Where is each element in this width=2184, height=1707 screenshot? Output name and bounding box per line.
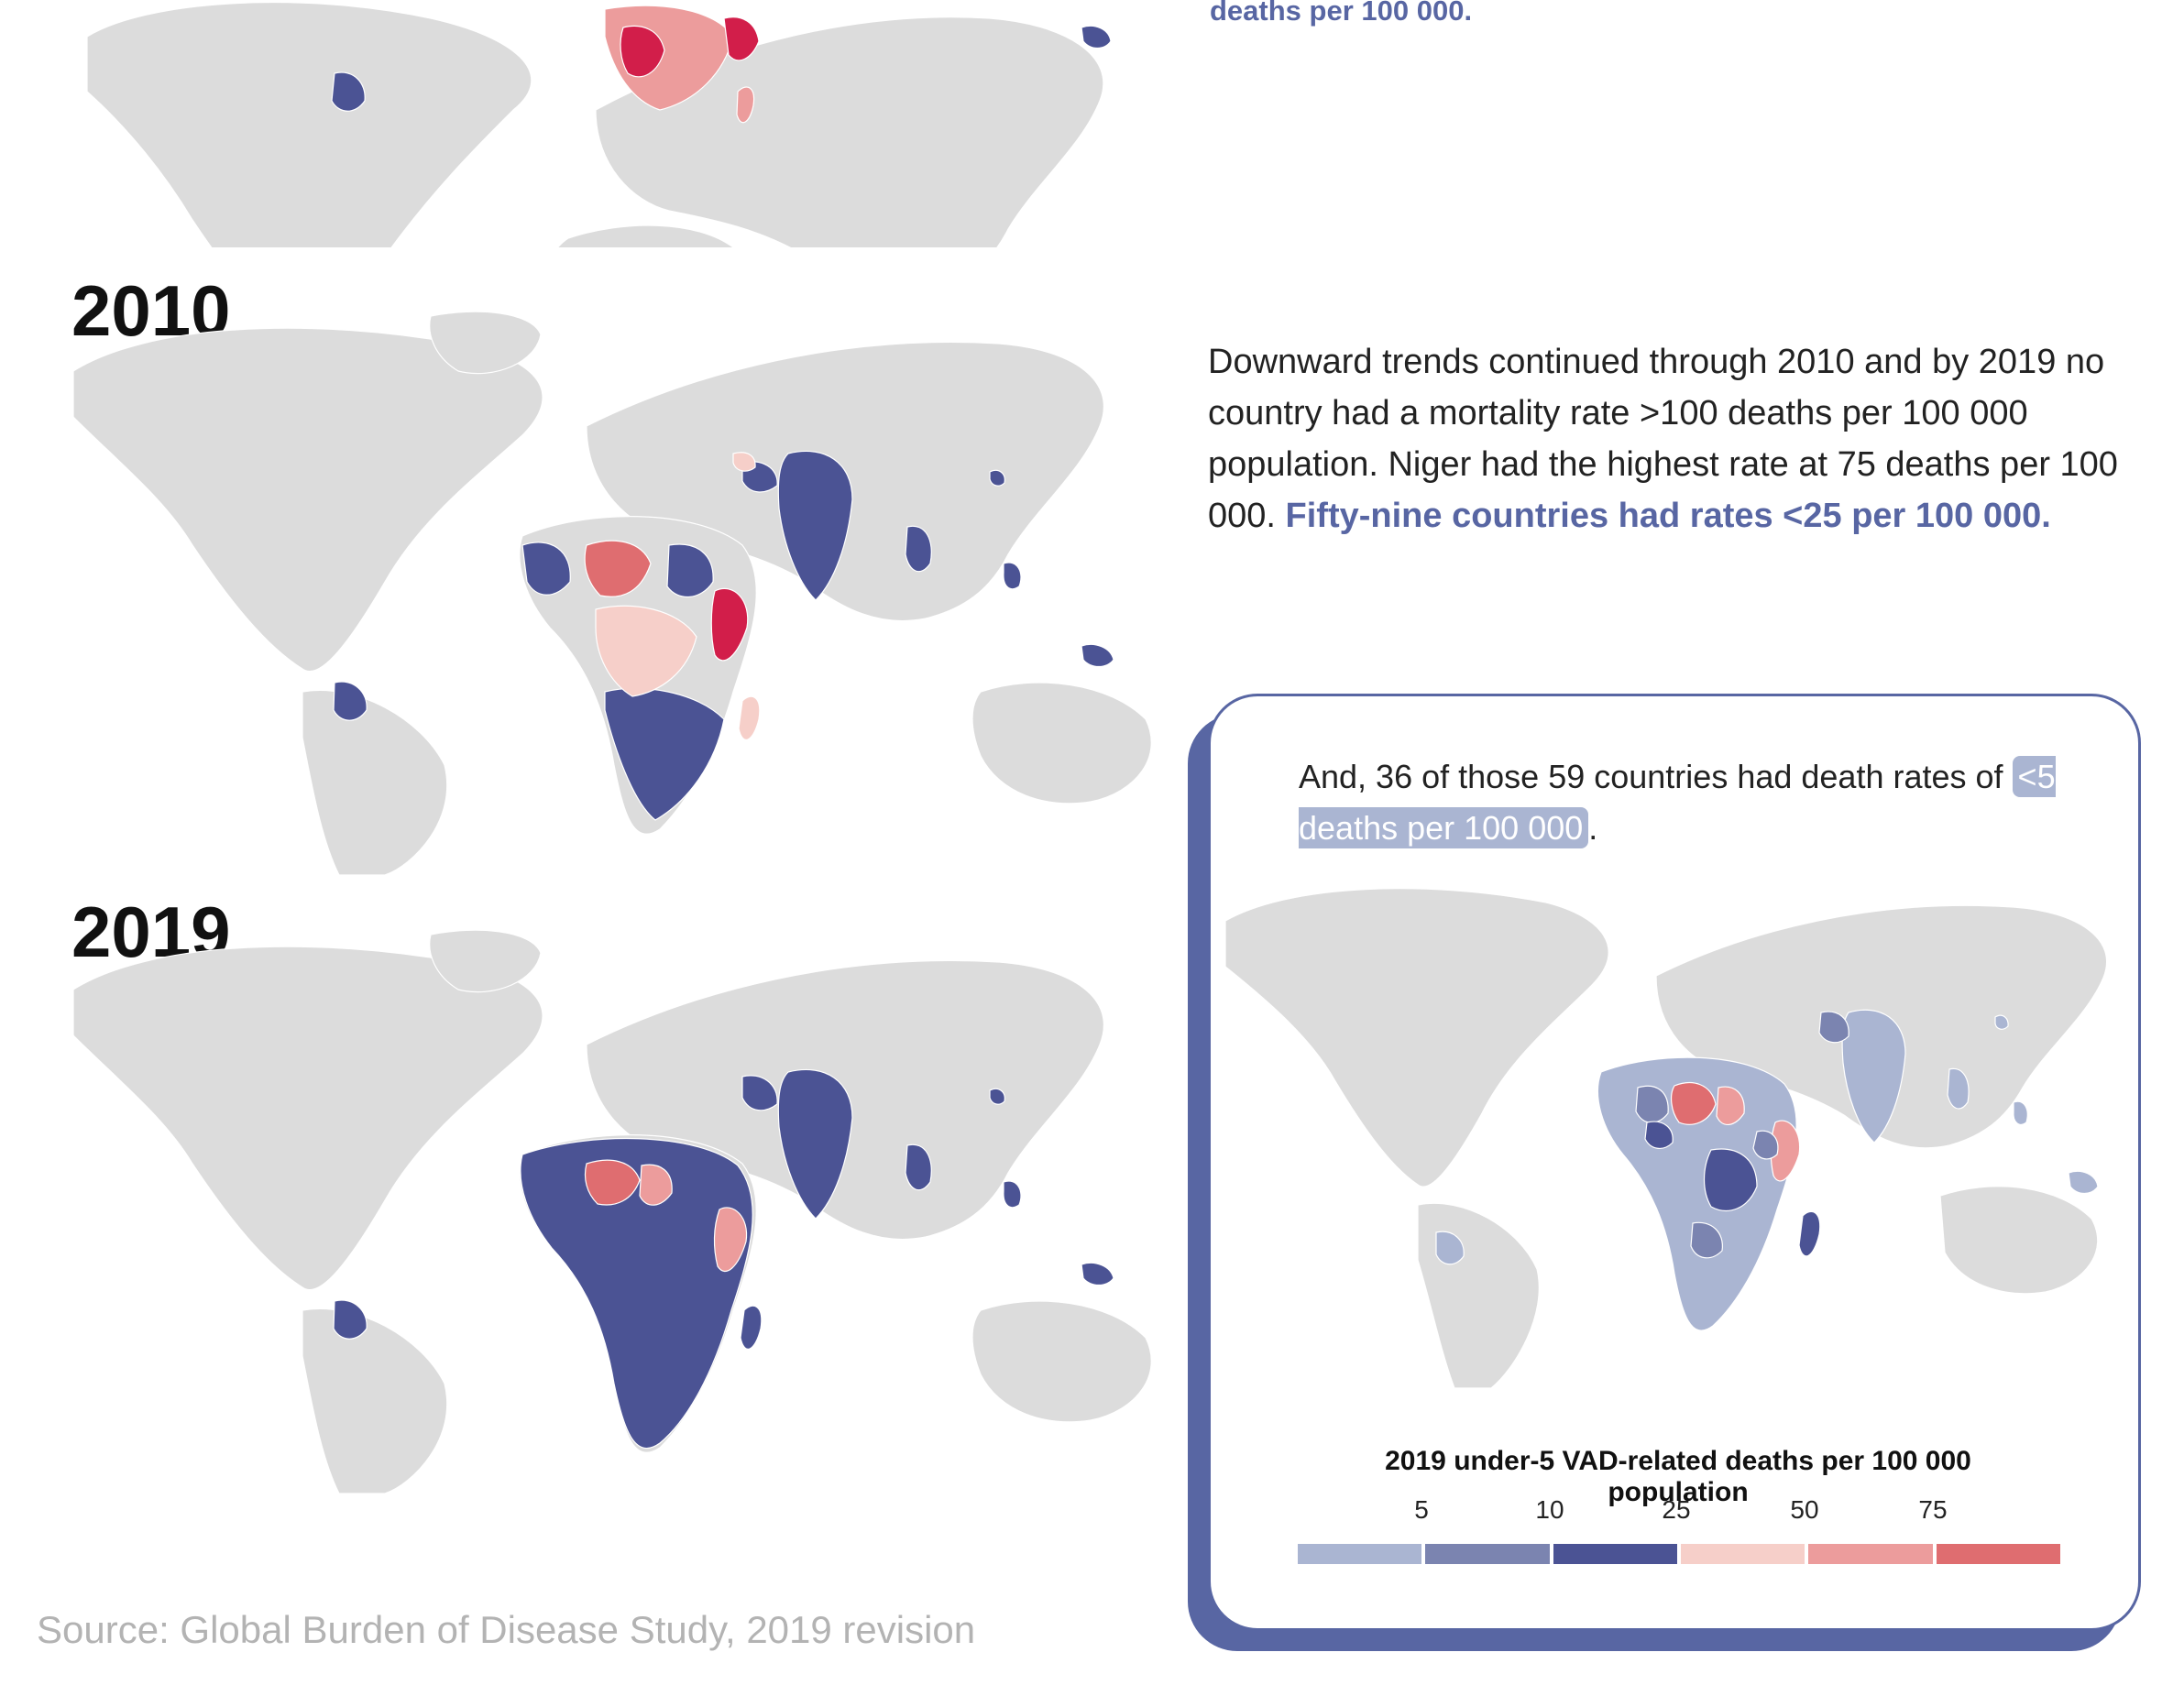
region-philippines — [1003, 562, 1022, 590]
land-eurasia — [595, 16, 1104, 247]
region-niger-chad — [584, 540, 652, 597]
region-indochina — [905, 525, 932, 573]
region-somalia — [713, 1207, 748, 1272]
region-korea — [1994, 1014, 2009, 1030]
land-north-america — [1224, 888, 1609, 1187]
region-madagascar — [736, 86, 755, 124]
legend-swatch — [1425, 1544, 1550, 1564]
region-indochina — [905, 1143, 932, 1191]
land-africa — [557, 224, 734, 247]
region-afghanistan — [741, 1075, 778, 1111]
callout-text-before: And, 36 of those 59 countries had death … — [1299, 758, 2013, 795]
region-sub-saharan-africa — [520, 1137, 753, 1450]
legend-color-bar — [1298, 1544, 2060, 1564]
region-korea — [989, 1088, 1005, 1105]
land-north-america — [72, 327, 543, 673]
legend-title: 2019 under-5 VAD-related deaths per 100 … — [1385, 1446, 1971, 1507]
map-2019 — [72, 929, 1152, 1494]
legend-swatch — [1936, 1544, 2060, 1564]
land-north-america — [86, 1, 532, 247]
legend-tick: 75 — [1918, 1495, 1948, 1524]
region-angola — [620, 25, 665, 78]
region-iran — [732, 452, 756, 472]
legend-tick: 10 — [1535, 1495, 1564, 1524]
legend-tick: 25 — [1662, 1495, 1691, 1524]
map-2010 — [72, 311, 1152, 875]
region-west-africa — [1635, 1085, 1669, 1123]
land-australia — [1939, 1186, 2099, 1295]
callout-text: And, 36 of those 59 countries had death … — [1299, 751, 2124, 854]
region-madagascar — [740, 1305, 763, 1350]
narrative-part1: Downward trends continued through 2010 a… — [1208, 343, 2118, 535]
region-papua — [1081, 643, 1114, 668]
region-philippines — [1003, 1180, 1022, 1209]
region-bolivia — [333, 681, 368, 721]
region-bolivia — [333, 1299, 368, 1340]
land-north-america — [72, 946, 543, 1291]
region-coastal-west-africa — [1644, 1121, 1674, 1149]
region-chad — [639, 1164, 673, 1206]
region-madagascar — [738, 695, 761, 740]
land-south-america — [302, 689, 448, 875]
legend-ticks: 5 10 25 50 75 — [1301, 1495, 2063, 1532]
region-drc — [1703, 1148, 1758, 1211]
region-south-asia — [777, 450, 853, 601]
region-madagascar — [1798, 1210, 1821, 1257]
region-central-africa — [595, 605, 697, 697]
narrative-highlight: Fifty-nine countries had rates <25 per 1… — [1285, 497, 2051, 535]
region-southern-africa — [604, 687, 725, 821]
legend-swatch — [1553, 1544, 1677, 1564]
region-papua — [1081, 25, 1112, 49]
land-south-america — [1417, 1202, 1540, 1388]
region-niger — [1670, 1082, 1717, 1125]
legend-swatch — [1298, 1544, 1422, 1564]
map-top-partial — [86, 1, 1112, 247]
region-papua — [1081, 1262, 1114, 1286]
top-trailing-text: deaths per 100 000. — [1210, 0, 1473, 27]
legend-tick: 5 — [1414, 1495, 1429, 1524]
source-note: Source: Global Burden of Disease Study, … — [37, 1608, 976, 1651]
region-east-africa — [723, 16, 760, 61]
region-south-asia — [777, 1068, 853, 1220]
region-korea — [989, 469, 1005, 487]
region-ethiopia — [1752, 1130, 1779, 1160]
callout-text-after: . — [1588, 809, 1598, 847]
region-bolivia — [331, 71, 366, 112]
region-angola — [1690, 1221, 1723, 1259]
map-2019-detail — [1224, 888, 2108, 1388]
region-indochina — [1947, 1067, 1970, 1110]
region-somalia — [710, 587, 749, 662]
land-greenland — [429, 311, 542, 375]
region-bolivia — [1435, 1231, 1465, 1265]
narrative-text: Downward trends continued through 2010 a… — [1208, 336, 2124, 542]
region-south-asia — [1841, 1009, 1906, 1143]
region-sudan — [666, 543, 714, 598]
region-philippines — [2013, 1100, 2028, 1125]
region-chad — [1716, 1086, 1745, 1125]
region-west-africa — [521, 542, 571, 596]
legend-swatch — [1808, 1544, 1933, 1564]
region-afghanistan — [1818, 1011, 1849, 1044]
region-niger — [584, 1159, 641, 1206]
land-australia — [971, 682, 1152, 804]
legend-tick: 50 — [1790, 1495, 1819, 1524]
land-greenland — [429, 929, 542, 993]
land-australia — [971, 1300, 1152, 1423]
callout-box: And, 36 of those 59 countries had death … — [1208, 694, 2141, 1631]
legend-swatch — [1680, 1544, 1805, 1564]
region-papua — [2068, 1170, 2099, 1195]
land-south-america — [302, 1308, 448, 1494]
